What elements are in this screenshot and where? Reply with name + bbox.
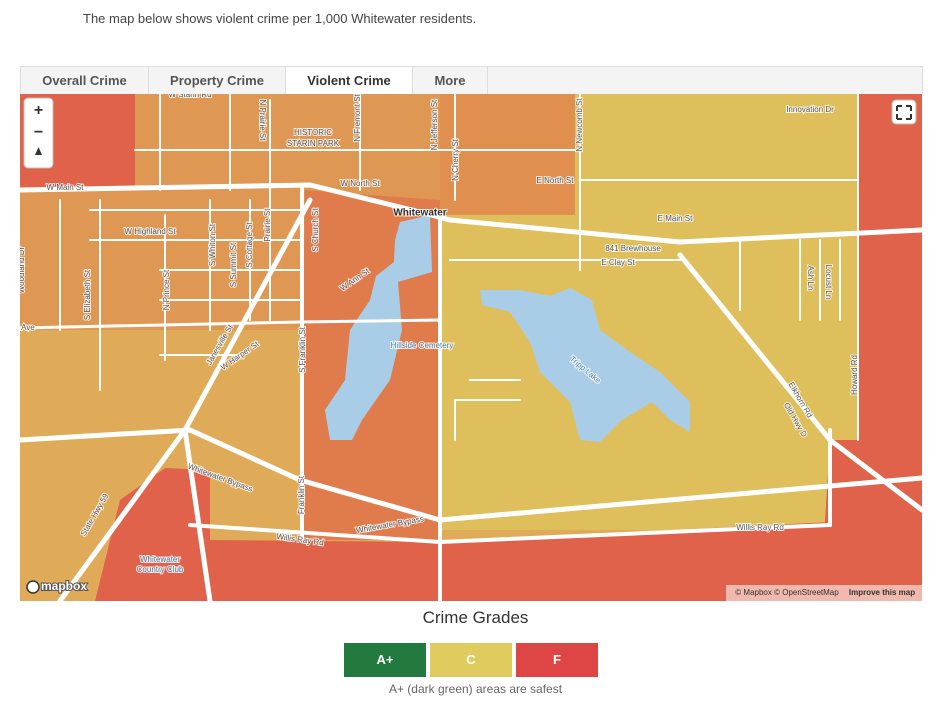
map-label: E Main St [658, 214, 693, 223]
lake [325, 215, 432, 440]
fullscreen-icon[interactable] [896, 105, 912, 120]
map-label: W North St [340, 179, 380, 188]
map-label: N Prince St [162, 269, 171, 310]
map-label: Woodland Dr [20, 246, 26, 293]
map-label: Hillside Cemetery [391, 341, 454, 350]
grade-swatch: C [430, 643, 512, 677]
map-label: Ave [21, 323, 35, 332]
map-label: N Cherry St [451, 138, 460, 181]
map-label: Country Club [137, 565, 184, 574]
map-label: S Whiton St [208, 223, 217, 266]
map-label: S Church St [311, 208, 320, 252]
tab[interactable]: More [413, 67, 488, 94]
attribution-bg [726, 585, 922, 601]
zoom-in[interactable]: + [34, 102, 43, 119]
map-label: N Prairie St [258, 100, 267, 142]
map-label: Ash Ln [806, 266, 815, 291]
roads [20, 94, 922, 601]
fullscreen-button[interactable] [891, 99, 917, 125]
map-label: S Cottage St [245, 222, 254, 268]
mapbox-logo: mapbox [41, 579, 87, 593]
tab[interactable]: Overall Crime [21, 67, 149, 94]
tab-bar: Overall Crime Property Crime Violent Cri… [20, 66, 923, 94]
map-label: N Jefferson St [430, 99, 439, 150]
map-label: W Highland St [124, 227, 176, 236]
map-label: S Elizabeth St [83, 269, 92, 320]
compass[interactable] [35, 147, 42, 155]
map-label: E North St [537, 176, 575, 185]
map-label: W Main St [47, 183, 85, 192]
grade-area [95, 468, 210, 601]
map-label: Prairie St [263, 208, 272, 242]
map-label: Innovation Dr [786, 105, 834, 114]
map-label: N Fremont St [353, 94, 362, 142]
tab[interactable]: Property Crime [149, 67, 286, 94]
tab-active[interactable]: Violent Crime [286, 67, 413, 94]
grade-area [210, 522, 830, 601]
grade-area [820, 94, 922, 601]
legend-caption: A+ (dark green) areas are safest [388, 682, 563, 696]
map-label: N Newcomb St [575, 98, 584, 152]
map-label: E Clay St [601, 258, 635, 267]
grade-swatch: A+ [344, 643, 426, 677]
map-label: Franklin St [297, 475, 306, 514]
map-label: Whitewater [140, 555, 180, 564]
map-label: Whitewater [393, 208, 446, 219]
intro-text: The map below shows violent crime per 1,… [83, 11, 477, 26]
zoom-out[interactable]: − [34, 124, 43, 141]
legend-title: Crime Grades [422, 608, 529, 627]
map-label: Howard Rd [850, 355, 859, 395]
lake [480, 288, 690, 442]
zoom-control[interactable] [23, 97, 54, 169]
grade-swatch: F [516, 643, 598, 677]
map-label: S Franklin St [298, 326, 307, 373]
grade-area [20, 94, 440, 330]
grade-area [440, 94, 858, 530]
map-label: Locust Ln [824, 265, 833, 300]
map-label: HISTORIC [294, 128, 332, 137]
grade-area [440, 94, 575, 215]
attribution[interactable]: © Mapbox © OpenStreetMap [735, 588, 839, 597]
map-label: S Summit St [229, 242, 238, 287]
map-base [20, 94, 922, 601]
improve-map[interactable]: Improve this map [849, 588, 915, 597]
map-label: W Starin Rd [168, 94, 211, 99]
map-label: 841 Brewhouse [605, 244, 661, 253]
mapbox-logo-icon [26, 580, 40, 594]
map[interactable]: W Starin Rd N Prairie St HISTORIC STARIN PA… [20, 94, 922, 601]
map-label: Willis Ray Rd [736, 523, 784, 532]
map-label: STARIN PARK [287, 139, 340, 148]
